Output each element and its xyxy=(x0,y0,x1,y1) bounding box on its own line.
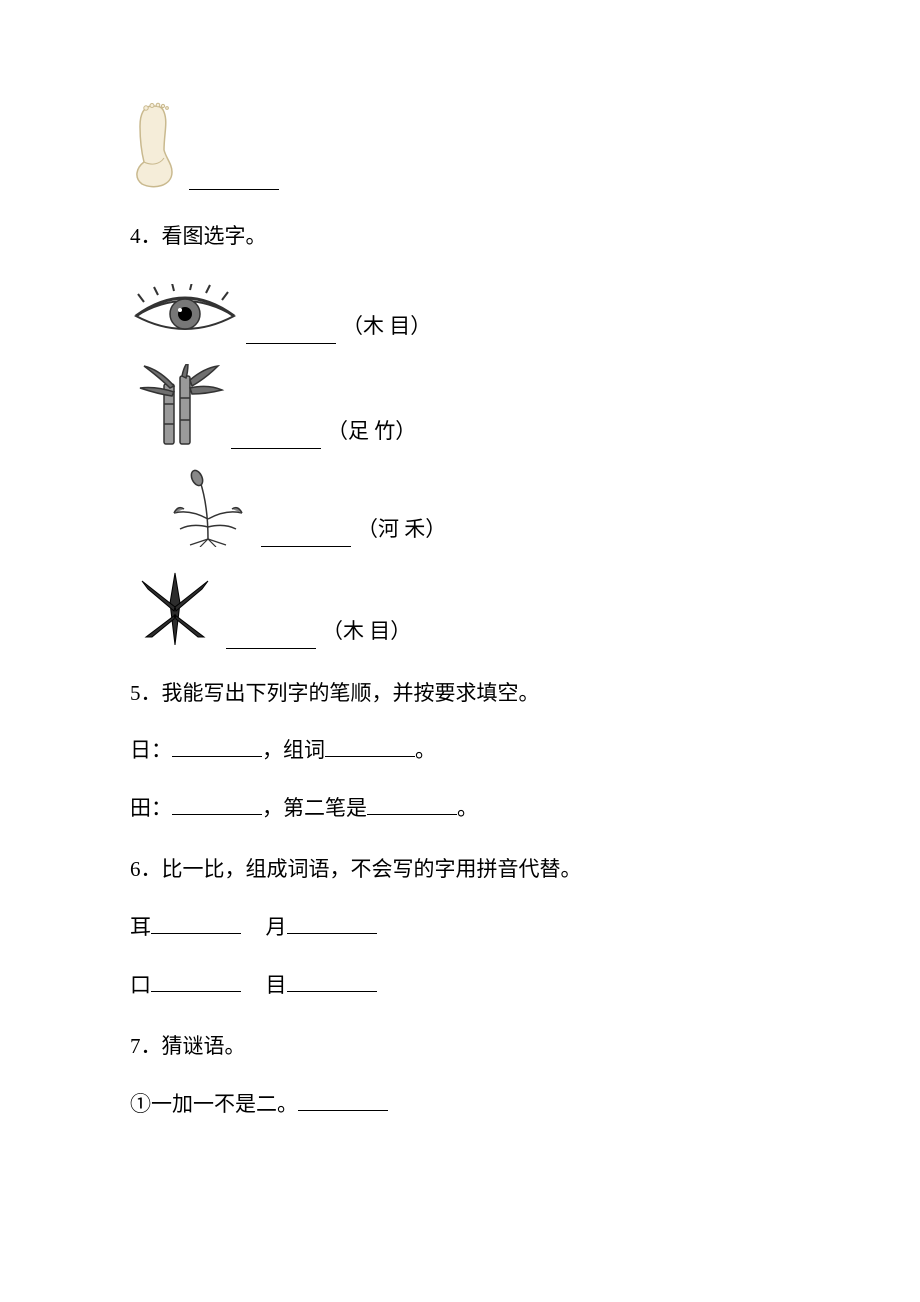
q7-title: 猜谜语。 xyxy=(162,1034,246,1058)
q4-blank-3[interactable] xyxy=(261,525,351,547)
q6-heading: 6．比一比，组成词语，不会写的字用拼音代替。 xyxy=(130,853,820,887)
q5-number: 5． xyxy=(130,681,162,705)
foot-blank[interactable] xyxy=(189,168,279,190)
foot-row xyxy=(130,100,820,190)
q4-options-1: （木 目） xyxy=(342,310,431,344)
q4-blank-2[interactable] xyxy=(231,427,321,449)
q6-row-1: 耳 月 xyxy=(130,911,820,945)
q4-options-3: （河 禾） xyxy=(357,513,446,547)
q6-r2b: 目 xyxy=(266,973,287,997)
q7-number: 7． xyxy=(130,1034,162,1058)
q4-heading: 4．看图选字。 xyxy=(130,220,820,254)
q6-blank-2b[interactable] xyxy=(287,970,377,992)
q4-row-tree: （木 目） xyxy=(130,567,820,649)
q4-blank-4[interactable] xyxy=(226,627,316,649)
bamboo-icon xyxy=(130,364,225,449)
q4-number: 4． xyxy=(130,224,162,248)
q5-line-2: 田： ，第二笔是 。 xyxy=(130,792,820,826)
grain-icon xyxy=(160,469,255,547)
q5-blank-2b[interactable] xyxy=(367,793,457,815)
q4-row-bamboo: （足 竹） xyxy=(130,364,820,449)
q7-item-1: ①一加一不是二。 xyxy=(130,1088,820,1122)
q5-title: 我能写出下列字的笔顺，并按要求填空。 xyxy=(162,681,540,705)
q6-row-2: 口 目 xyxy=(130,969,820,1003)
q5-l2-pre: 田： xyxy=(130,796,172,820)
q5-l2-mid: ，第二笔是 xyxy=(262,796,367,820)
q4-row-eye: （木 目） xyxy=(130,284,820,344)
q5-l1-pre: 日： xyxy=(130,738,172,762)
q4-row-grain: （河 禾） xyxy=(130,469,820,547)
q5-l1-end: 。 xyxy=(415,738,436,762)
q7-blank-1[interactable] xyxy=(298,1089,388,1111)
tree-icon xyxy=(130,567,220,649)
q4-options-4: （木 目） xyxy=(322,615,411,649)
foot-icon xyxy=(130,100,185,190)
q4-blank-1[interactable] xyxy=(246,322,336,344)
q6-blank-2a[interactable] xyxy=(151,970,241,992)
q6-number: 6． xyxy=(130,857,162,881)
q5-l2-end: 。 xyxy=(457,796,478,820)
document-page: 4．看图选字。 （木 目） xyxy=(0,0,920,1205)
q5-blank-1b[interactable] xyxy=(325,735,415,757)
q6-blank-1a[interactable] xyxy=(151,912,241,934)
q6-blank-1b[interactable] xyxy=(287,912,377,934)
eye-icon xyxy=(130,284,240,344)
q7-item1-text: ①一加一不是二。 xyxy=(130,1092,298,1116)
q6-r1a: 耳 xyxy=(130,915,151,939)
q5-l1-mid: ，组词 xyxy=(262,738,325,762)
q6-title: 比一比，组成词语，不会写的字用拼音代替。 xyxy=(162,857,582,881)
q5-heading: 5．我能写出下列字的笔顺，并按要求填空。 xyxy=(130,677,820,711)
q6-r1b: 月 xyxy=(266,915,287,939)
q5-blank-1a[interactable] xyxy=(172,735,262,757)
q4-options-2: （足 竹） xyxy=(327,415,416,449)
q6-r2a: 口 xyxy=(130,973,151,997)
q4-title: 看图选字。 xyxy=(162,224,267,248)
q7-heading: 7．猜谜语。 xyxy=(130,1030,820,1064)
q5-line-1: 日： ，组词 。 xyxy=(130,734,820,768)
q5-blank-2a[interactable] xyxy=(172,793,262,815)
